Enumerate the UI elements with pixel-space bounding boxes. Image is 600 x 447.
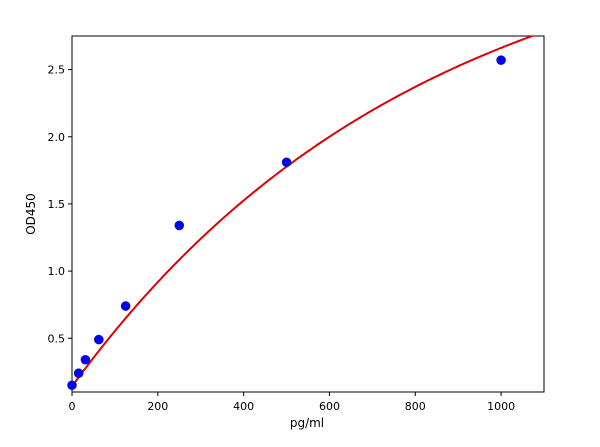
- data-point: [496, 55, 506, 65]
- y-tick-label: 2.5: [48, 64, 66, 77]
- data-point: [73, 368, 84, 378]
- data-point: [67, 380, 77, 391]
- data-point: [94, 334, 104, 345]
- y-tick-label: 1.5: [48, 198, 66, 211]
- series-layer: [67, 36, 536, 391]
- y-tick-label: 0.5: [48, 332, 66, 345]
- x-tick-label: 400: [233, 400, 254, 413]
- data-point: [174, 220, 185, 231]
- fit-curve: [72, 36, 536, 387]
- y-axis-label: OD450: [24, 193, 38, 235]
- x-axis-label: pg/ml: [290, 416, 324, 430]
- x-tick-label: 800: [405, 400, 426, 413]
- x-tick-label: 1000: [487, 400, 515, 413]
- x-tick-label: 600: [319, 400, 340, 413]
- y-tick-label: 2.0: [48, 131, 66, 144]
- data-point: [80, 354, 91, 365]
- x-tick-label: 200: [147, 400, 168, 413]
- x-tick-label: 0: [69, 400, 76, 413]
- data-point: [281, 157, 292, 168]
- plot-frame: [71, 35, 545, 393]
- data-point: [120, 301, 131, 311]
- y-axis: 0.5 1.0 1.5 2.0 2.5: [48, 64, 72, 345]
- y-tick-label: 1.0: [48, 265, 66, 278]
- x-axis: 0 200 400 600 800 1000: [69, 392, 515, 413]
- plot-area: [71, 35, 545, 393]
